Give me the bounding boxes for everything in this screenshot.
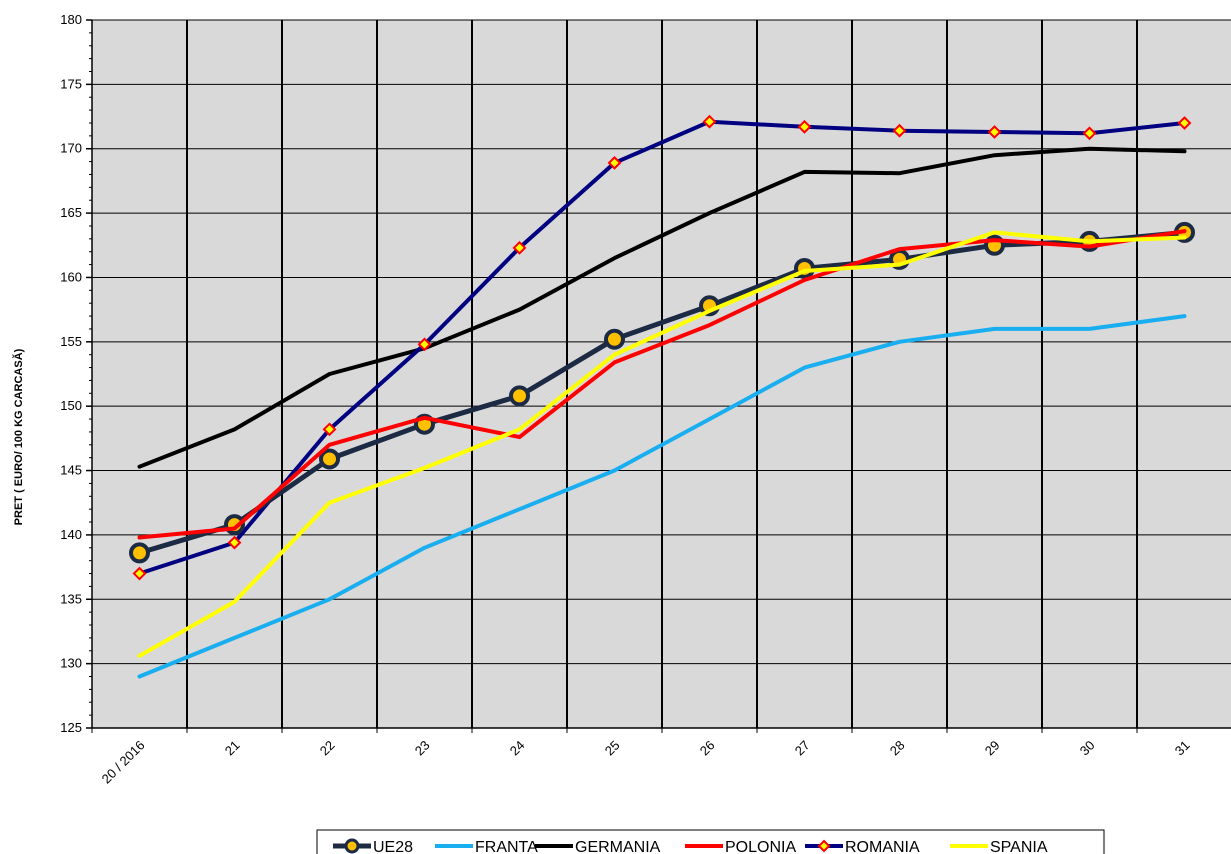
data-point-ue28: [129, 542, 150, 564]
y-tick-label: 135: [60, 591, 82, 606]
data-point-romania: [512, 240, 527, 255]
y-axis-label: PRET ( EURO/ 100 KG CARCASĂ): [12, 348, 25, 525]
legend-label-ue28: UE28: [373, 839, 413, 854]
y-tick-label: 180: [60, 12, 82, 27]
y-tick-label: 170: [60, 141, 82, 156]
y-tick-label: 165: [60, 205, 82, 220]
data-point-romania: [607, 155, 622, 170]
x-tick-label: 29: [982, 738, 1003, 759]
y-tick-label: 150: [60, 398, 82, 413]
x-tick-label: 22: [317, 738, 338, 759]
y-tick-label: 140: [60, 527, 82, 542]
y-tick-label: 125: [60, 720, 82, 735]
legend-label-polonia: POLONIA: [725, 839, 796, 854]
legend-label-franta: FRANTA: [475, 839, 538, 854]
x-tick-label: 27: [792, 738, 813, 759]
series-polonia: [137, 229, 1187, 540]
data-point-romania: [1082, 126, 1097, 141]
y-tick-label: 145: [60, 463, 82, 478]
legend: UE28 FRANTA GERMANIA POLONIA ROMANIA SPANIA: [316, 829, 1105, 854]
y-tick-label: 175: [60, 76, 82, 91]
data-point-romania: [227, 535, 242, 550]
data-point-ue28: [319, 448, 340, 470]
data-point-romania: [892, 123, 907, 138]
series-layer: [129, 114, 1195, 679]
data-point-romania: [322, 422, 337, 437]
y-tick-label: 130: [60, 656, 82, 671]
legend-marker-ue28: [344, 838, 360, 854]
y-axis: 125 130 135 140 145 150 155 160 165 170 175 180: [60, 12, 93, 735]
series-romania: [132, 114, 1192, 581]
data-point-romania: [1177, 116, 1192, 130]
legend-label-germania: GERMANIA: [575, 839, 661, 854]
x-tick-label: 25: [602, 738, 623, 759]
series-line-polonia: [137, 229, 1187, 540]
vertical-gridlines: [186, 20, 1138, 728]
x-tick-label: 20 / 2016: [99, 738, 148, 787]
x-tick-label: 30: [1077, 738, 1098, 759]
legend-label-spania: SPANIA: [990, 839, 1048, 854]
y-tick-label: 155: [60, 334, 82, 349]
x-tick-label: 31: [1172, 738, 1193, 759]
x-tick-label: 28: [887, 738, 908, 759]
data-point-ue28: [509, 385, 530, 407]
data-point-romania: [702, 114, 717, 129]
series-line-spania: [137, 230, 1187, 658]
legend-label-romania: ROMANIA: [845, 839, 920, 854]
x-axis: 20 / 2016 21 22 23 24 25 26 27 28 29 30 31: [91, 727, 1231, 787]
series-franta: [137, 314, 1187, 679]
series-germania: [137, 146, 1187, 469]
series-spania: [137, 230, 1187, 658]
series-line-ue28: [137, 229, 1187, 556]
x-tick-label: 23: [412, 738, 433, 759]
x-tick-label: 26: [697, 738, 718, 759]
series-line-franta: [137, 314, 1187, 679]
data-point-romania: [132, 566, 147, 581]
data-point-romania: [417, 337, 432, 352]
series-line-germania: [137, 146, 1187, 469]
y-tick-label: 160: [60, 269, 82, 284]
data-point-romania: [987, 125, 1002, 139]
data-point-romania: [797, 119, 812, 134]
data-point-ue28: [604, 328, 625, 350]
x-tick-label: 21: [222, 738, 243, 759]
series-line-romania: [137, 119, 1187, 576]
legend-box: [316, 829, 1105, 854]
legend-marker-romania: [817, 839, 831, 853]
x-tick-label: 24: [507, 738, 528, 759]
